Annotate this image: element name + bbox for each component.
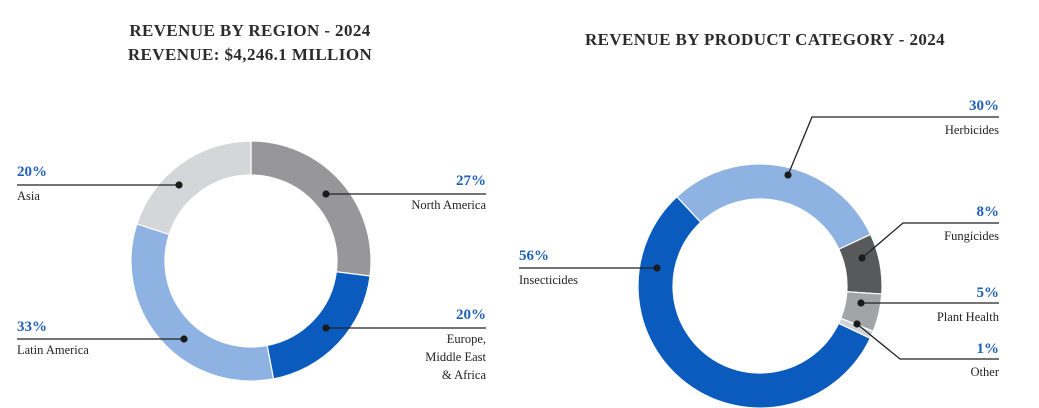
slice-latin-america (130, 223, 275, 382)
north-america-label: North America (411, 198, 486, 212)
region-chart-subtitle: REVENUE: $4,246.1 MILLION (127, 45, 373, 64)
fungicides-percent: 8% (976, 204, 1000, 220)
slice-europe-middle-east-africa (266, 271, 371, 380)
other-percent: 1% (976, 341, 1000, 357)
latin-america-percent: 33% (17, 319, 47, 335)
fungicides-leader-dot (858, 254, 866, 262)
asia-label: Asia (17, 189, 40, 203)
plant-health-leader-dot (857, 299, 865, 307)
north-america-percent: 27% (456, 173, 486, 189)
latin-america-leader-dot (180, 335, 188, 343)
other-leader-dot (853, 320, 861, 328)
asia-percent: 20% (17, 164, 47, 180)
emea-label-line-2: Middle East (425, 350, 486, 364)
slice-north-america (250, 140, 372, 277)
donut-category (637, 163, 883, 408)
insecticides-leader-dot (653, 264, 661, 272)
asia-leader-dot (175, 181, 183, 189)
slice-herbicides (675, 163, 872, 251)
insecticides-percent: 56% (519, 248, 549, 264)
herbicides-leader-dot (784, 171, 792, 179)
plant-health-percent: 5% (976, 285, 1000, 301)
emea-percent: 20% (456, 307, 486, 323)
herbicides-label: Herbicides (944, 123, 999, 137)
latin-america-label: Latin America (17, 343, 89, 357)
emea-label-line-3: & Africa (441, 368, 486, 382)
region-chart-title: REVENUE BY REGION - 2024 (129, 21, 371, 40)
slice-asia (136, 140, 252, 236)
other-leader-line (856, 323, 999, 360)
emea-label-line-1: Europe, (446, 332, 486, 346)
plant-health-label: Plant Health (936, 310, 999, 324)
emea-leader-dot (322, 324, 330, 332)
north-america-leader-dot (322, 190, 330, 198)
fungicides-label: Fungicides (944, 229, 999, 243)
category-chart-title: REVENUE BY PRODUCT CATEGORY - 2024 (584, 30, 946, 49)
herbicides-leader-line (787, 116, 999, 176)
other-label: Other (970, 365, 999, 379)
donut-region (130, 140, 372, 382)
herbicides-percent: 30% (969, 98, 999, 114)
insecticides-label: Insecticides (519, 273, 579, 287)
fungicides-leader-line (861, 222, 999, 259)
